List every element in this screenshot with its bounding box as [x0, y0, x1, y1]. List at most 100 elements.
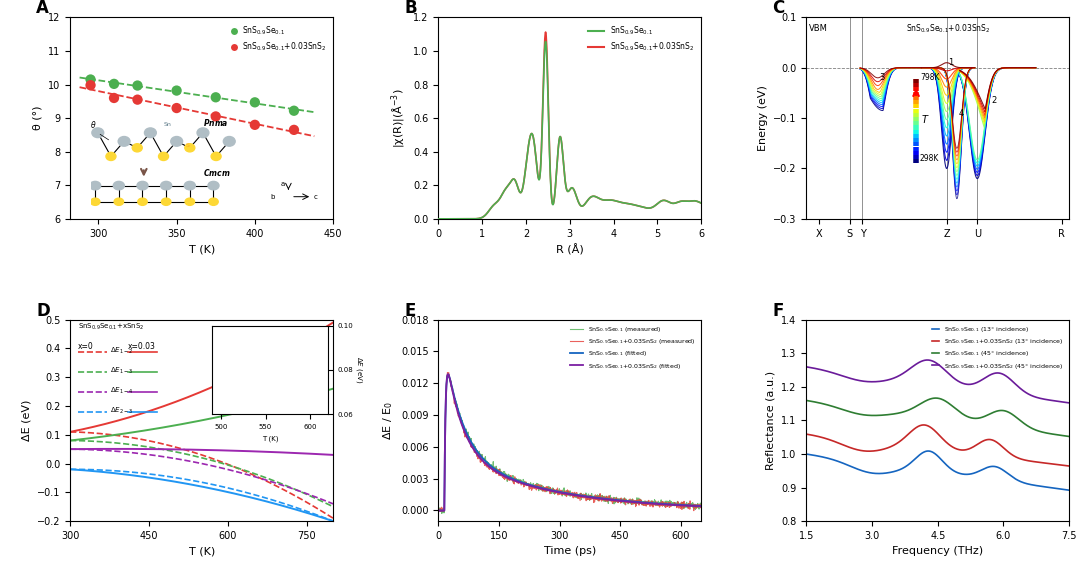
Text: 798K: 798K — [920, 74, 940, 82]
Text: A: A — [36, 0, 49, 17]
Line: SnS$_{0.9}$Se$_{0.1}$+0.03SnS$_2$ (fitted): SnS$_{0.9}$Se$_{0.1}$+0.03SnS$_2$ (fitte… — [438, 374, 701, 511]
SnS$_{0.9}$Se$_{0.1}$ (measured) — [432, 506, 445, 513]
SnS$_{0.9}$Se$_{0.1}$+0.03SnS$_2$ (45° incidence) — [919, 357, 932, 364]
Text: $\Delta E_{1-2}$: $\Delta E_{1-2}$ — [110, 346, 133, 356]
SnS$_{0.9}$Se$_{0.1}$+0.03SnS$_2$ (13° incidence) — [976, 438, 989, 445]
SnS$_{0.9}$Se$_{0.1}$+0.03SnS$_2$ (13° incidence) — [1063, 463, 1076, 470]
SnS$_{0.9}$Se$_{0.1}$ (measured) — [637, 501, 650, 508]
Text: $\Delta E_{1-4}$: $\Delta E_{1-4}$ — [110, 386, 133, 396]
SnS$_{0.9}$Se$_{0.1}$+0.03SnS$_2$ (45° incidence) — [867, 378, 880, 385]
SnS$_{0.9}$Se$_{0.1}$+0.03SnS$_2$ (fitted) — [642, 500, 654, 507]
Y-axis label: θ (°): θ (°) — [32, 106, 42, 130]
SnS$_{0.9}$Se$_{0.1}$ (13° incidence) — [800, 450, 813, 457]
Text: a: a — [281, 181, 285, 186]
Point — [106, 93, 123, 102]
SnS$_{0.9}$Se$_{0.1}$+0.03SnS$_2$ (measured) — [642, 500, 654, 507]
Text: 3: 3 — [879, 74, 885, 82]
Text: B: B — [404, 0, 417, 17]
Text: E: E — [404, 302, 416, 320]
SnS$_{0.9}$Se$_{0.1}$ (measured) — [459, 427, 472, 434]
Point — [168, 86, 186, 95]
SnS$_{0.9}$Se$_{0.1}$ (fitted) — [442, 371, 455, 378]
SnS$_{0.9}$Se$_{0.1}$+0.03SnS$_2$ (13° incidence) — [998, 445, 1011, 452]
SnS$_{0.9}$Se$_{0.1}$ (13° incidence) — [955, 470, 968, 477]
SnS$_{0.9}$Se$_{0.1}$+0.03SnS$_2$ (13° incidence) — [800, 431, 813, 438]
Text: $\Delta E_{1-3}$: $\Delta E_{1-3}$ — [110, 366, 133, 376]
SnS$_{0.9}$Se$_{0.1}$+0.03SnS$_2$ (45° incidence) — [955, 379, 968, 386]
Legend: SnS$_{0.9}$Se$_{0.1}$, SnS$_{0.9}$Se$_{0.1}$+0.03SnS$_{2}$: SnS$_{0.9}$Se$_{0.1}$, SnS$_{0.9}$Se$_{0… — [585, 21, 698, 56]
SnS$_{0.9}$Se$_{0.1}$+0.03SnS$_2$ (measured) — [539, 488, 552, 495]
SnS$_{0.9}$Se$_{0.1}$ (fitted) — [642, 499, 654, 506]
SnS$_{0.9}$Se$_{0.1}$ (45° incidence) — [867, 412, 880, 419]
SnS$_{0.9}$Se$_{0.1}$+0.03SnS$_2$ (fitted) — [637, 500, 650, 507]
SnS$_{0.9}$Se$_{0.1}$ (13° incidence) — [976, 466, 989, 473]
SnS$_{0.9}$Se$_{0.1}$ (fitted) — [637, 499, 650, 506]
Point — [207, 93, 225, 102]
SnS$_{0.9}$Se$_{0.1}$ (fitted) — [538, 485, 551, 492]
Text: SnS$_{0.9}$Se$_{0.1}$+0.03SnS$_{2}$: SnS$_{0.9}$Se$_{0.1}$+0.03SnS$_{2}$ — [906, 23, 990, 35]
SnS$_{0.9}$Se$_{0.1}$ (measured) — [694, 501, 707, 508]
SnS$_{0.9}$Se$_{0.1}$+0.03SnS$_2$ (fitted) — [694, 503, 707, 510]
SnS$_{0.9}$Se$_{0.1}$ (measured) — [435, 510, 448, 517]
SnS$_{0.9}$Se$_{0.1}$ (measured) — [443, 371, 456, 378]
X-axis label: Frequency (THz): Frequency (THz) — [892, 547, 983, 556]
Y-axis label: Reflectance (a.u.): Reflectance (a.u.) — [766, 371, 775, 470]
Line: SnS$_{0.9}$Se$_{0.1}$ (measured): SnS$_{0.9}$Se$_{0.1}$ (measured) — [438, 374, 701, 514]
X-axis label: T (K): T (K) — [189, 547, 215, 556]
Point — [129, 81, 146, 90]
Line: SnS$_{0.9}$Se$_{0.1}$+0.03SnS$_2$ (13° incidence): SnS$_{0.9}$Se$_{0.1}$+0.03SnS$_2$ (13° i… — [807, 425, 1069, 466]
Y-axis label: Energy (eV): Energy (eV) — [757, 85, 768, 151]
SnS$_{0.9}$Se$_{0.1}$ (13° incidence) — [1063, 487, 1076, 494]
Text: b: b — [270, 194, 274, 200]
Y-axis label: ΔE / E$_0$: ΔE / E$_0$ — [381, 401, 395, 440]
SnS$_{0.9}$Se$_{0.1}$ (measured) — [539, 487, 552, 494]
Point — [285, 106, 302, 115]
X-axis label: R (Å): R (Å) — [556, 244, 583, 255]
SnS$_{0.9}$Se$_{0.1}$ (fitted) — [694, 503, 707, 510]
Line: SnS$_{0.9}$Se$_{0.1}$+0.03SnS$_2$ (45° incidence): SnS$_{0.9}$Se$_{0.1}$+0.03SnS$_2$ (45° i… — [807, 360, 1069, 403]
SnS$_{0.9}$Se$_{0.1}$ (13° incidence) — [922, 448, 935, 455]
SnS$_{0.9}$Se$_{0.1}$+0.03SnS$_2$ (measured) — [432, 505, 445, 512]
SnS$_{0.9}$Se$_{0.1}$ (fitted) — [548, 488, 561, 494]
SnS$_{0.9}$Se$_{0.1}$+0.03SnS$_2$ (13° incidence) — [867, 448, 880, 455]
SnS$_{0.9}$Se$_{0.1}$ (45° incidence) — [800, 397, 813, 404]
Point — [246, 120, 264, 130]
SnS$_{0.9}$Se$_{0.1}$ (fitted) — [612, 497, 625, 504]
Legend: SnS$_{0.9}$Se$_{0.1}$ (measured), SnS$_{0.9}$Se$_{0.1}$+0.03SnS$_2$ (measured), : SnS$_{0.9}$Se$_{0.1}$ (measured), SnS$_{… — [568, 323, 698, 373]
SnS$_{0.9}$Se$_{0.1}$+0.03SnS$_2$ (13° incidence) — [919, 422, 932, 428]
SnS$_{0.9}$Se$_{0.1}$+0.03SnS$_2$ (measured) — [612, 497, 625, 504]
SnS$_{0.9}$Se$_{0.1}$ (13° incidence) — [847, 464, 860, 471]
Text: VBM: VBM — [809, 24, 827, 34]
SnS$_{0.9}$Se$_{0.1}$ (13° incidence) — [919, 448, 932, 455]
Line: SnS$_{0.9}$Se$_{0.1}$+0.03SnS$_2$ (measured): SnS$_{0.9}$Se$_{0.1}$+0.03SnS$_2$ (measu… — [438, 372, 701, 512]
SnS$_{0.9}$Se$_{0.1}$+0.03SnS$_2$ (fitted) — [432, 507, 445, 514]
SnS$_{0.9}$Se$_{0.1}$+0.03SnS$_2$ (45° incidence) — [1063, 400, 1076, 406]
SnS$_{0.9}$Se$_{0.1}$+0.03SnS$_2$ (fitted) — [459, 430, 472, 437]
SnS$_{0.9}$Se$_{0.1}$+0.03SnS$_2$ (45° incidence) — [800, 364, 813, 371]
Point — [246, 98, 264, 107]
Point — [285, 125, 302, 134]
Point — [82, 75, 99, 84]
Legend: SnS$_{0.9}$Se$_{0.1}$ (13° incidence), SnS$_{0.9}$Se$_{0.1}$+0.03SnS$_2$ (13° in: SnS$_{0.9}$Se$_{0.1}$ (13° incidence), S… — [929, 323, 1066, 373]
Text: x=0.03: x=0.03 — [129, 342, 156, 351]
Text: SnS$_{0.9}$Se$_{0.1}$+xSnS$_{2}$: SnS$_{0.9}$Se$_{0.1}$+xSnS$_{2}$ — [78, 321, 145, 332]
Text: c: c — [313, 194, 318, 200]
Text: C: C — [772, 0, 784, 17]
Line: SnS$_{0.9}$Se$_{0.1}$ (fitted): SnS$_{0.9}$Se$_{0.1}$ (fitted) — [438, 375, 701, 511]
Legend: SnS$_{0.9}$Se$_{0.1}$, SnS$_{0.9}$Se$_{0.1}$+0.03SnS$_{2}$: SnS$_{0.9}$Se$_{0.1}$, SnS$_{0.9}$Se$_{0… — [229, 21, 329, 56]
SnS$_{0.9}$Se$_{0.1}$+0.03SnS$_2$ (fitted) — [548, 488, 561, 495]
SnS$_{0.9}$Se$_{0.1}$+0.03SnS$_2$ (measured) — [459, 429, 472, 436]
X-axis label: T (K): T (K) — [189, 244, 215, 254]
SnS$_{0.9}$Se$_{0.1}$+0.03SnS$_2$ (13° incidence) — [847, 445, 860, 452]
SnS$_{0.9}$Se$_{0.1}$ (45° incidence) — [847, 409, 860, 416]
SnS$_{0.9}$Se$_{0.1}$ (fitted) — [459, 427, 472, 434]
SnS$_{0.9}$Se$_{0.1}$ (45° incidence) — [919, 398, 932, 405]
SnS$_{0.9}$Se$_{0.1}$ (13° incidence) — [998, 468, 1011, 475]
Text: $\Delta E_{2-3}$: $\Delta E_{2-3}$ — [110, 406, 133, 416]
SnS$_{0.9}$Se$_{0.1}$+0.03SnS$_2$ (13° incidence) — [955, 446, 968, 453]
Text: 298K: 298K — [920, 154, 940, 163]
X-axis label: Time (ps): Time (ps) — [543, 547, 596, 556]
Text: $T$: $T$ — [920, 113, 929, 125]
Text: D: D — [36, 302, 50, 320]
SnS$_{0.9}$Se$_{0.1}$+0.03SnS$_2$ (45° incidence) — [847, 376, 860, 383]
